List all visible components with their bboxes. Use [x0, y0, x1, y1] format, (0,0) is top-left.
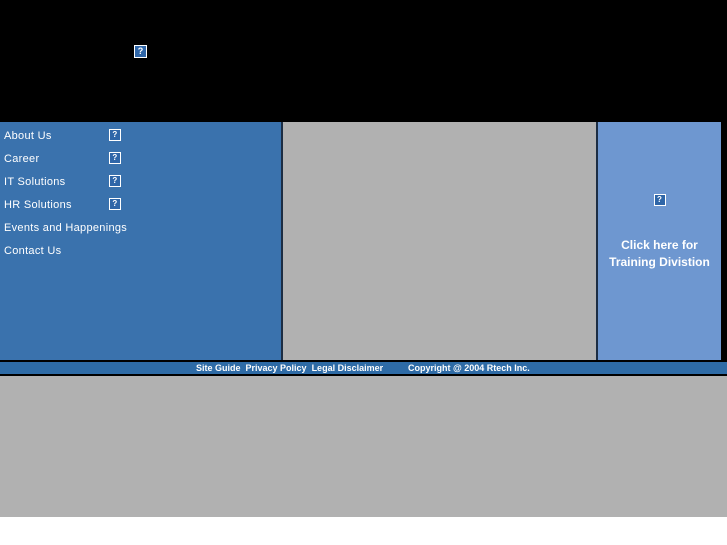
sidebar-item-contact-us[interactable]: Contact Us [0, 240, 281, 262]
divider [0, 360, 727, 362]
broken-logo-image-icon: ? [134, 45, 147, 58]
header: ? [0, 0, 727, 122]
sidebar-item-hr-solutions[interactable]: HR Solutions ? [0, 194, 281, 216]
training-division-link[interactable]: Click here for Training Divistion [598, 237, 721, 271]
footer-copyright: Copyright @ 2004 Rtech Inc. [408, 363, 530, 373]
training-division-line2: Training Divistion [609, 255, 710, 269]
training-division-panel[interactable]: ? Click here for Training Divistion [598, 122, 721, 360]
footer-links: Site Guide Privacy Policy Legal Disclaim… [196, 362, 383, 374]
sidebar-item-label: IT Solutions [4, 176, 66, 188]
footer-link-legal-disclaimer[interactable]: Legal Disclaimer [311, 363, 384, 373]
content-area [283, 122, 596, 360]
sidebar-item-about-us[interactable]: About Us ? [0, 125, 281, 147]
broken-image-icon[interactable]: ? [109, 152, 121, 164]
sidebar-item-career[interactable]: Career ? [0, 148, 281, 170]
broken-image-icon[interactable]: ? [109, 198, 121, 210]
sidebar-item-events-and-happenings[interactable]: Events and Happenings [0, 217, 281, 239]
sidebar-item-label: HR Solutions [4, 199, 72, 211]
broken-image-icon[interactable]: ? [109, 175, 121, 187]
sidebar-item-label: Events and Happenings [4, 222, 128, 234]
sidebar-item-label: About Us [4, 130, 52, 142]
training-division-line1: Click here for [621, 238, 698, 252]
bottom-white-strip [0, 517, 727, 545]
footer-link-site-guide[interactable]: Site Guide [196, 363, 241, 373]
divider [596, 122, 598, 360]
divider [0, 374, 727, 376]
sidebar-item-label: Career [4, 153, 40, 165]
broken-image-icon[interactable]: ? [653, 194, 666, 206]
bottom-gray-strip [0, 376, 727, 517]
sidebar-nav: About Us ? Career ? IT Solutions ? HR So… [0, 122, 281, 360]
footer-bar: Site Guide Privacy Policy Legal Disclaim… [0, 362, 727, 374]
sidebar-item-label: Contact Us [4, 245, 62, 257]
sidebar-item-it-solutions[interactable]: IT Solutions ? [0, 171, 281, 193]
main-row: About Us ? Career ? IT Solutions ? HR So… [0, 122, 727, 360]
broken-image-icon[interactable]: ? [109, 129, 121, 141]
page-right-edge [721, 122, 725, 360]
footer-link-privacy-policy[interactable]: Privacy Policy [245, 363, 307, 373]
divider [281, 122, 283, 360]
